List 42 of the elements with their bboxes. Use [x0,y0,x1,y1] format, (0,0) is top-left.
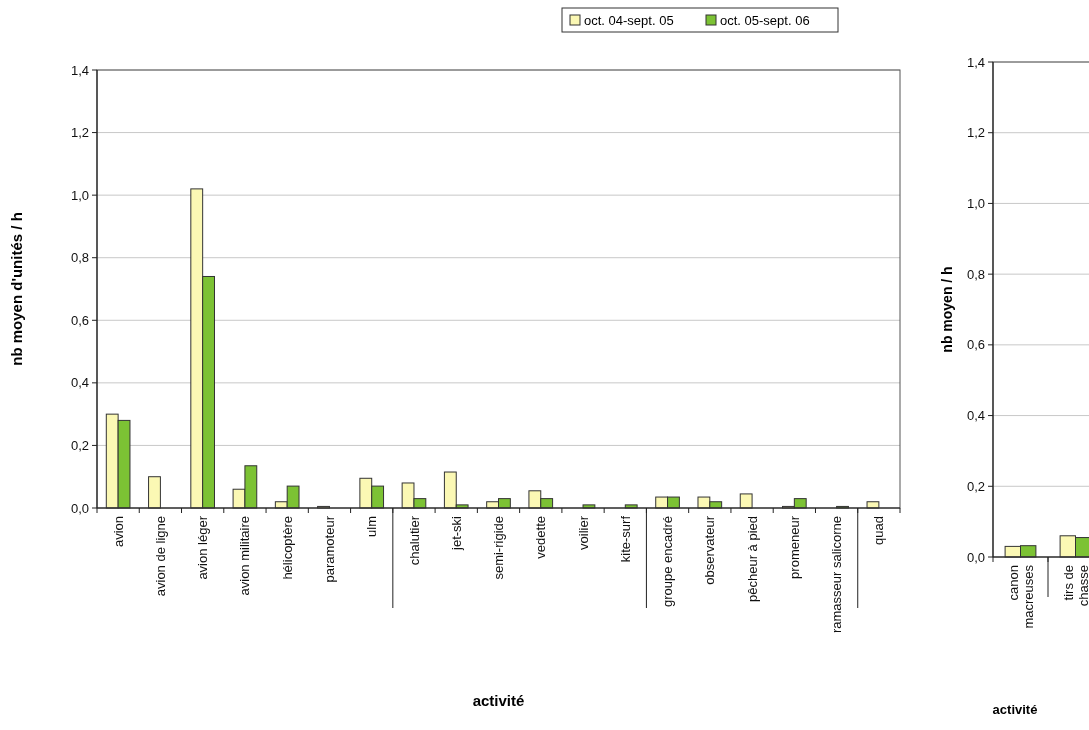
y-tick-label: 1,4 [966,54,985,70]
y-tick-label: 0,6 [966,337,985,353]
y-tick-label: 0,8 [70,250,89,266]
x-tick-label: paramoteur [322,515,337,583]
y-axis-title: nb moyen d'unités / h [8,212,25,366]
y-tick-label: 1,0 [966,195,985,211]
y-tick-label: 0,0 [966,549,985,565]
x-tick-label: quad [871,516,887,545]
x-tick-label: avion [110,516,126,548]
y-tick-label: 0,0 [70,500,89,516]
x-axis-title: activité [472,692,525,709]
y-tick-label: 0,4 [70,375,89,391]
x-tick-label: avion de ligne [152,516,168,597]
x-tick-label: kite-surf [617,515,633,563]
x-tick-label: vedette [533,516,549,559]
x-tick-label: pêcheur à pied [744,516,760,603]
y-axis-title: nb moyen / h [939,266,955,353]
x-tick-label: chalutier [406,515,422,566]
x-axis-title: activité [992,702,1038,717]
x-tick-label: observateur [702,515,718,585]
x-tick-label: promeneur [786,515,802,579]
legend-label: oct. 04-sept. 05 [584,12,674,28]
x-tick-label: avion léger [195,515,211,580]
x-tick-label: groupe encadré [660,516,676,608]
x-tick-label: canon macreuses [1005,564,1036,629]
y-tick-label: 1,2 [70,125,89,141]
x-tick-label: ulm [364,516,380,537]
y-tick-label: 0,4 [966,408,985,424]
x-tick-label: ramasseur salicorne [829,516,845,634]
y-tick-label: 1,4 [70,62,89,78]
y-tick-label: 0,6 [70,312,89,328]
y-tick-label: 1,0 [70,187,89,203]
x-tick-label: semi-rigide [491,516,507,580]
x-tick-label: hélicoptère [279,516,295,580]
y-tick-label: 0,2 [70,437,89,453]
y-tick-label: 0,2 [966,478,985,494]
legend-label: oct. 05-sept. 06 [720,12,810,28]
y-tick-label: 1,2 [966,125,985,141]
x-tick-label: avion militaire [237,516,253,596]
x-tick-label: jet-ski [448,515,464,551]
y-tick-label: 0,8 [966,266,985,282]
x-tick-label: voilier [575,515,591,550]
